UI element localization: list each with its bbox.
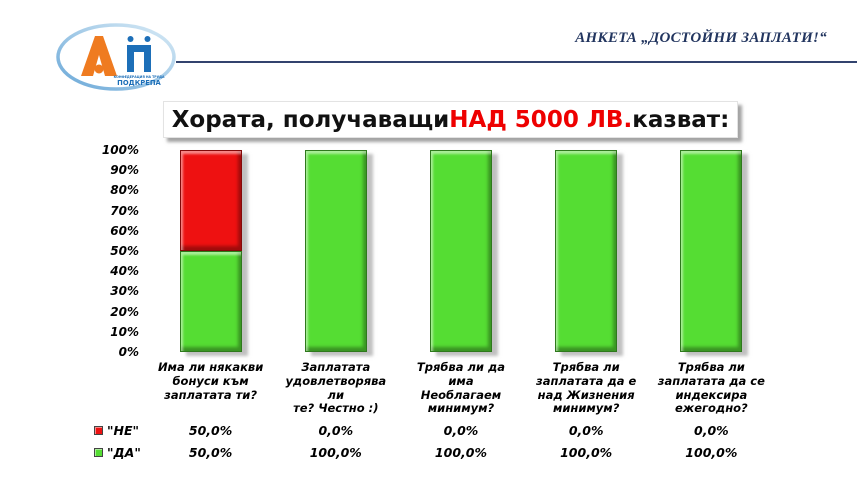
table-value: 50,0% [188,422,233,438]
chart-area: 100% 90% 80% 70% 60% 50% 40% 30% 20% 10% 0% [85,143,774,359]
y-tick-label: 0% [118,345,139,359]
y-tick-label: 70% [110,203,139,218]
logo-org-name: ПОДКРЕПА [117,79,161,87]
bar-column [273,150,398,352]
legend-swatch-НЕ [94,425,103,435]
y-tick-label: 40% [110,264,139,279]
bar-segment-НЕ [179,150,242,251]
table-row: "НЕ" 50,0% 0,0% 0,0% 0,0% 0,0% [85,419,774,441]
chart-title-highlight: НАД 5000 ЛВ. [449,106,633,133]
chart-title-box: Хората, получаващи НАД 5000 ЛВ. казват: [163,101,738,138]
y-tick-label: 30% [110,284,139,299]
logo-letter-p-shape [127,36,151,72]
table-value: 100,0% [309,444,362,460]
table-value: 0,0% [318,422,354,438]
bar-column [398,150,523,352]
y-tick-label: 50% [110,244,139,258]
stacked-bar [555,150,618,352]
plot-area [148,150,774,352]
legend-swatch-ДА [94,447,103,457]
logo-letter-a-shape [81,36,117,76]
stacked-bar [429,150,492,352]
data-table: "НЕ" 50,0% 0,0% 0,0% 0,0% 0,0% "ДА" 50,0% 100,0%… [85,419,774,463]
category-label: Трябва ли заплатата да е над Жизнения ми… [536,360,637,416]
table-value: 50,0% [188,444,233,460]
table-value: 0,0% [443,422,479,438]
bar-segment-ДА [429,150,492,352]
y-tick-label: 10% [110,324,139,339]
stacked-bar [680,150,743,352]
survey-header-title: АНКЕТА „ДОСТОЙНИ ЗАПЛАТИ!“ [575,30,827,46]
category-axis: Има ли някакви бонуси към заплатата ти? З… [148,360,774,416]
y-axis: 100% 90% 80% 70% 60% 50% 40% 30% 20% 10% 0% [85,143,143,359]
chart-title-suffix: казват: [632,106,730,133]
bar-segment-ДА [680,150,743,352]
category-label: Трябва ли заплатата да се индексира ежег… [657,360,765,416]
table-value: 100,0% [560,444,613,460]
table-value: 100,0% [434,444,487,460]
y-tick-label: 80% [110,183,139,198]
legend-label: "НЕ" [107,422,140,438]
bar-segment-ДА [304,150,367,352]
y-tick-label: 90% [110,163,139,178]
logo-tagline: КОНФЕДЕРАЦИЯ НА ТРУДА [114,75,165,79]
bar-segment-ДА [555,150,618,352]
table-value: 100,0% [685,444,738,460]
stacked-bar [304,150,367,352]
category-label: Има ли някакви бонуси към заплатата ти? [157,360,264,402]
y-tick-label: 100% [101,143,139,157]
table-row: "ДА" 50,0% 100,0% 100,0% 100,0% 100,0% [85,441,774,463]
logo-letter-a-dot [94,64,104,74]
stacked-bar [179,150,242,352]
podkrepa-logo: КОНФЕДЕРАЦИЯ НА ТРУДА ПОДКРЕПА [56,23,176,91]
y-tick-label: 20% [110,304,139,319]
y-tick-label: 60% [110,223,139,238]
legend-item: "ДА" [85,445,148,460]
bar-column [524,150,649,352]
table-value: 0,0% [568,422,604,438]
table-values-row: 50,0% 0,0% 0,0% 0,0% 0,0% [148,423,774,438]
logo-ellipse-ring [56,23,176,91]
legend-item: "НЕ" [85,423,148,438]
category-label: Заплатата удовлетворява ли те? Честно :) [285,360,387,416]
table-values-row: 50,0% 100,0% 100,0% 100,0% 100,0% [148,445,774,460]
bar-column [148,150,273,352]
bar-segment-ДА [179,251,242,352]
chart-title-prefix: Хората, получаващи [171,106,450,133]
table-value: 0,0% [694,422,729,438]
legend-label: "ДА" [107,444,141,460]
category-label: Трябва ли да има Необлагаем минимум? [416,360,505,416]
header-divider-line [176,61,857,63]
bar-column [649,150,774,352]
